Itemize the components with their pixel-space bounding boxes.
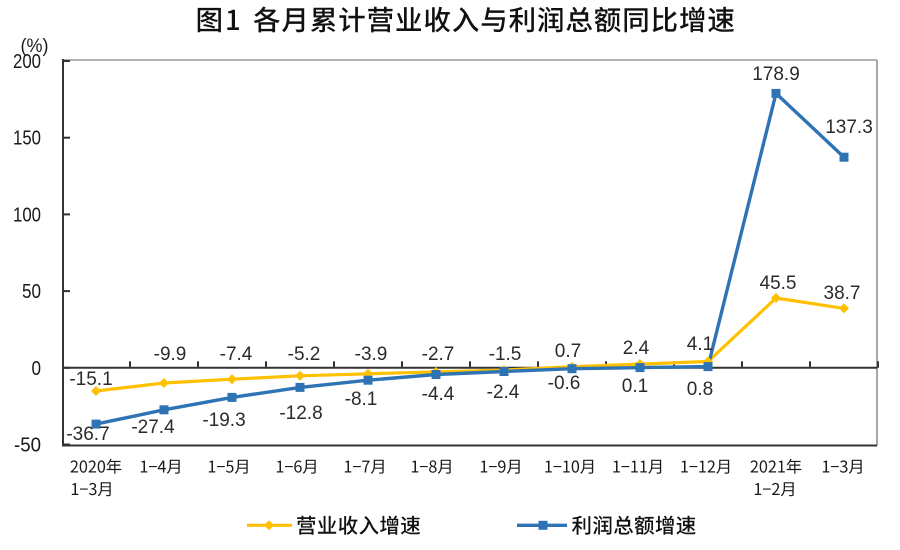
svg-text:100: 100: [13, 204, 41, 226]
svg-text:2.4: 2.4: [623, 338, 650, 359]
svg-text:-4.4: -4.4: [422, 384, 455, 405]
svg-text:-2.7: -2.7: [422, 344, 455, 365]
svg-text:0.8: 0.8: [687, 379, 713, 400]
svg-text:-2.4: -2.4: [487, 382, 520, 403]
svg-text:-9.9: -9.9: [154, 344, 187, 365]
svg-text:-15.1: -15.1: [69, 369, 112, 390]
svg-text:-50: -50: [14, 435, 41, 457]
svg-text:-36.7: -36.7: [66, 424, 109, 445]
svg-text:200: 200: [13, 51, 41, 73]
svg-text:4.1: 4.1: [687, 334, 713, 355]
svg-text:-19.3: -19.3: [202, 410, 245, 431]
svg-text:(%): (%): [21, 36, 49, 57]
svg-text:-3.9: -3.9: [355, 344, 388, 365]
svg-text:0.7: 0.7: [555, 341, 581, 362]
svg-text:-7.4: -7.4: [220, 344, 253, 365]
svg-text:150: 150: [13, 128, 41, 150]
svg-text:45.5: 45.5: [760, 273, 797, 294]
svg-text:38.7: 38.7: [824, 283, 861, 304]
svg-text:0.1: 0.1: [622, 376, 648, 397]
svg-text:-0.6: -0.6: [548, 373, 581, 394]
svg-text:-12.8: -12.8: [279, 403, 322, 424]
svg-text:-8.1: -8.1: [345, 389, 378, 410]
svg-text:-5.2: -5.2: [288, 344, 321, 365]
svg-text:0: 0: [32, 358, 42, 380]
svg-text:-27.4: -27.4: [131, 417, 175, 438]
svg-text:-1.5: -1.5: [489, 344, 522, 365]
svg-text:178.9: 178.9: [752, 64, 800, 85]
svg-text:137.3: 137.3: [825, 117, 873, 138]
svg-text:50: 50: [22, 281, 41, 303]
